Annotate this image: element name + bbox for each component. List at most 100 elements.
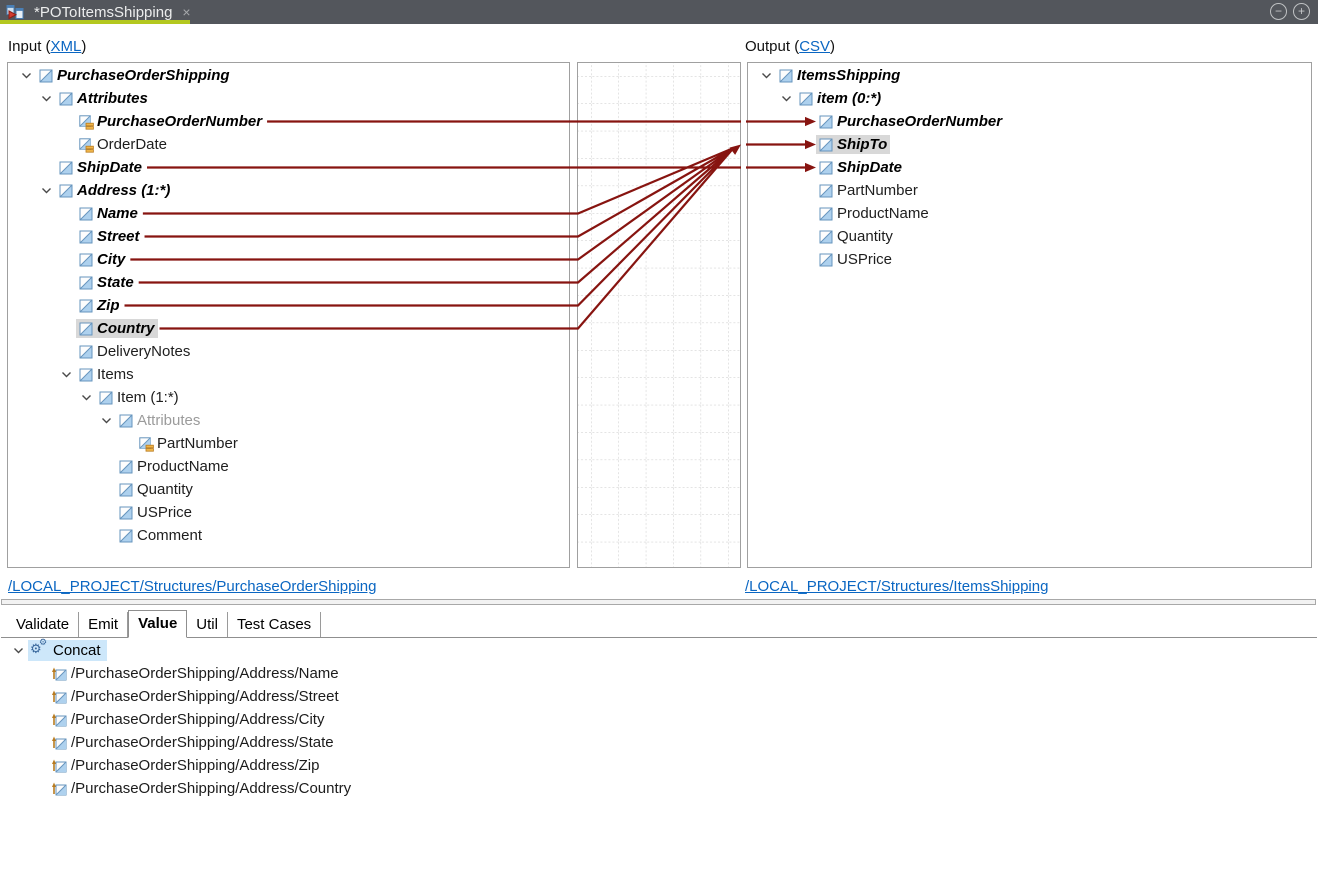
tree-row-purchaseordernumber[interactable]: PurchaseOrderNumber	[748, 110, 1311, 133]
tree-row-content: USPrice	[816, 250, 895, 269]
indent-spacer	[116, 437, 136, 451]
element-icon	[79, 253, 93, 267]
tab-value[interactable]: Value	[128, 610, 188, 638]
tree-row-item-0[interactable]: item (0:*)	[748, 87, 1311, 110]
tree-row-productname[interactable]: ProductName	[748, 202, 1311, 225]
chevron-down-icon[interactable]	[776, 92, 796, 106]
tree-row-shipdate[interactable]: ShipDate	[8, 156, 569, 179]
tree-row-deliverynotes[interactable]: DeliveryNotes	[8, 340, 569, 363]
indent-spacer	[96, 506, 116, 520]
tree-row-label: Address (1:*)	[77, 182, 171, 199]
chevron-down-icon[interactable]	[8, 643, 28, 657]
input-header-prefix: Input (	[8, 38, 51, 55]
function-arg-row[interactable]: /PurchaseOrderShipping/Address/Name	[52, 662, 339, 684]
tree-row-content: ProductName	[116, 457, 232, 476]
element-icon	[79, 345, 93, 359]
editor-tabbar: *POToItemsShipping × − +	[0, 0, 1318, 24]
tree-row-shipto[interactable]: ShipTo	[748, 133, 1311, 156]
tree-row-label: ProductName	[137, 458, 229, 475]
tree-row-items[interactable]: Items	[8, 363, 569, 386]
tree-row-quantity[interactable]: Quantity	[748, 225, 1311, 248]
element-icon	[99, 391, 113, 405]
tree-row-item-1[interactable]: Item (1:*)	[8, 386, 569, 409]
function-arg-path: /PurchaseOrderShipping/Address/State	[71, 733, 334, 751]
tree-row-purchaseordershipping[interactable]: PurchaseOrderShipping	[8, 64, 569, 87]
document-tab[interactable]: *POToItemsShipping ×	[0, 0, 191, 24]
tree-row-label: ItemsShipping	[797, 67, 901, 84]
function-arg-row[interactable]: /PurchaseOrderShipping/Address/Country	[52, 777, 351, 799]
indent-spacer	[796, 253, 816, 267]
tree-row-comment[interactable]: Comment	[8, 524, 569, 547]
function-arg-row[interactable]: /PurchaseOrderShipping/Address/State	[52, 731, 334, 753]
chevron-down-icon[interactable]	[756, 69, 776, 83]
tree-row-content: ShipDate	[816, 158, 905, 177]
output-format-link[interactable]: CSV	[799, 38, 831, 55]
tree-row-attributes[interactable]: Attributes	[8, 409, 569, 432]
element-icon	[819, 138, 833, 152]
function-row-concat[interactable]: ⚙ ⚙ Concat	[0, 639, 107, 661]
tree-row-label: ShipDate	[837, 159, 903, 176]
tree-row-content: ShipTo	[816, 135, 891, 154]
tree-row-label: Quantity	[137, 481, 193, 498]
tree-row-label: Name	[97, 205, 138, 222]
tree-row-label: OrderDate	[97, 136, 168, 153]
chevron-down-icon[interactable]	[56, 368, 76, 382]
output-structure-link[interactable]: /LOCAL_PROJECT/Structures/ItemsShipping	[745, 578, 1049, 595]
element-icon	[79, 322, 93, 336]
indent-spacer	[56, 138, 76, 152]
minimize-button[interactable]: −	[1270, 3, 1287, 20]
tree-row-name[interactable]: Name	[8, 202, 569, 225]
tab-util[interactable]: Util	[187, 612, 228, 637]
tree-row-content: PurchaseOrderNumber	[816, 112, 1005, 131]
chevron-down-icon[interactable]	[76, 391, 96, 405]
tree-row-country[interactable]: Country	[8, 317, 569, 340]
close-icon[interactable]: ×	[182, 4, 191, 20]
tree-row-street[interactable]: Street	[8, 225, 569, 248]
chevron-down-icon[interactable]	[36, 92, 56, 106]
function-arg-row[interactable]: /PurchaseOrderShipping/Address/Zip	[52, 754, 319, 776]
tree-row-label: Item (1:*)	[117, 389, 179, 406]
tree-row-content: PartNumber	[136, 434, 241, 453]
function-chip[interactable]: ⚙ ⚙ Concat	[28, 639, 107, 661]
chevron-down-icon[interactable]	[96, 414, 116, 428]
tree-row-quantity[interactable]: Quantity	[8, 478, 569, 501]
tree-row-orderdate[interactable]: OrderDate	[8, 133, 569, 156]
tree-row-content: Item (1:*)	[96, 388, 182, 407]
element-icon	[819, 230, 833, 244]
tree-row-city[interactable]: City	[8, 248, 569, 271]
tree-row-partnumber[interactable]: PartNumber	[8, 432, 569, 455]
output-header-suffix: )	[830, 38, 836, 55]
tab-emit[interactable]: Emit	[79, 612, 129, 637]
function-arg-path: /PurchaseOrderShipping/Address/Name	[71, 664, 339, 682]
tree-row-content: Country	[76, 319, 158, 338]
function-arg-row[interactable]: /PurchaseOrderShipping/Address/Street	[52, 685, 339, 707]
chevron-down-icon[interactable]	[36, 184, 56, 198]
tree-row-attributes[interactable]: Attributes	[8, 87, 569, 110]
input-structure-link[interactable]: /LOCAL_PROJECT/Structures/PurchaseOrderS…	[8, 578, 377, 595]
tree-row-address-1[interactable]: Address (1:*)	[8, 179, 569, 202]
tree-row-content: ItemsShipping	[776, 66, 903, 85]
tab-test-cases[interactable]: Test Cases	[228, 612, 322, 637]
tree-row-content: PartNumber	[816, 181, 921, 200]
function-arg-row[interactable]: /PurchaseOrderShipping/Address/City	[52, 708, 324, 730]
chevron-down-icon[interactable]	[16, 69, 36, 83]
tree-row-usprice[interactable]: USPrice	[8, 501, 569, 524]
tree-row-label: Street	[97, 228, 140, 245]
tab-validate[interactable]: Validate	[7, 612, 80, 637]
element-icon	[799, 92, 813, 106]
splitter-sash[interactable]	[1, 599, 1316, 605]
tree-row-zip[interactable]: Zip	[8, 294, 569, 317]
tree-row-shipdate[interactable]: ShipDate	[748, 156, 1311, 179]
tree-row-productname[interactable]: ProductName	[8, 455, 569, 478]
document-tab-title: *POToItemsShipping	[34, 3, 173, 21]
function-arg-path: /PurchaseOrderShipping/Address/Zip	[71, 756, 320, 774]
tree-row-partnumber[interactable]: PartNumber	[748, 179, 1311, 202]
indent-spacer	[56, 253, 76, 267]
input-format-link[interactable]: XML	[50, 38, 82, 55]
maximize-button[interactable]: +	[1293, 3, 1310, 20]
tree-row-content: DeliveryNotes	[76, 342, 193, 361]
tree-row-purchaseordernumber[interactable]: PurchaseOrderNumber	[8, 110, 569, 133]
tree-row-usprice[interactable]: USPrice	[748, 248, 1311, 271]
tree-row-itemsshipping[interactable]: ItemsShipping	[748, 64, 1311, 87]
tree-row-state[interactable]: State	[8, 271, 569, 294]
